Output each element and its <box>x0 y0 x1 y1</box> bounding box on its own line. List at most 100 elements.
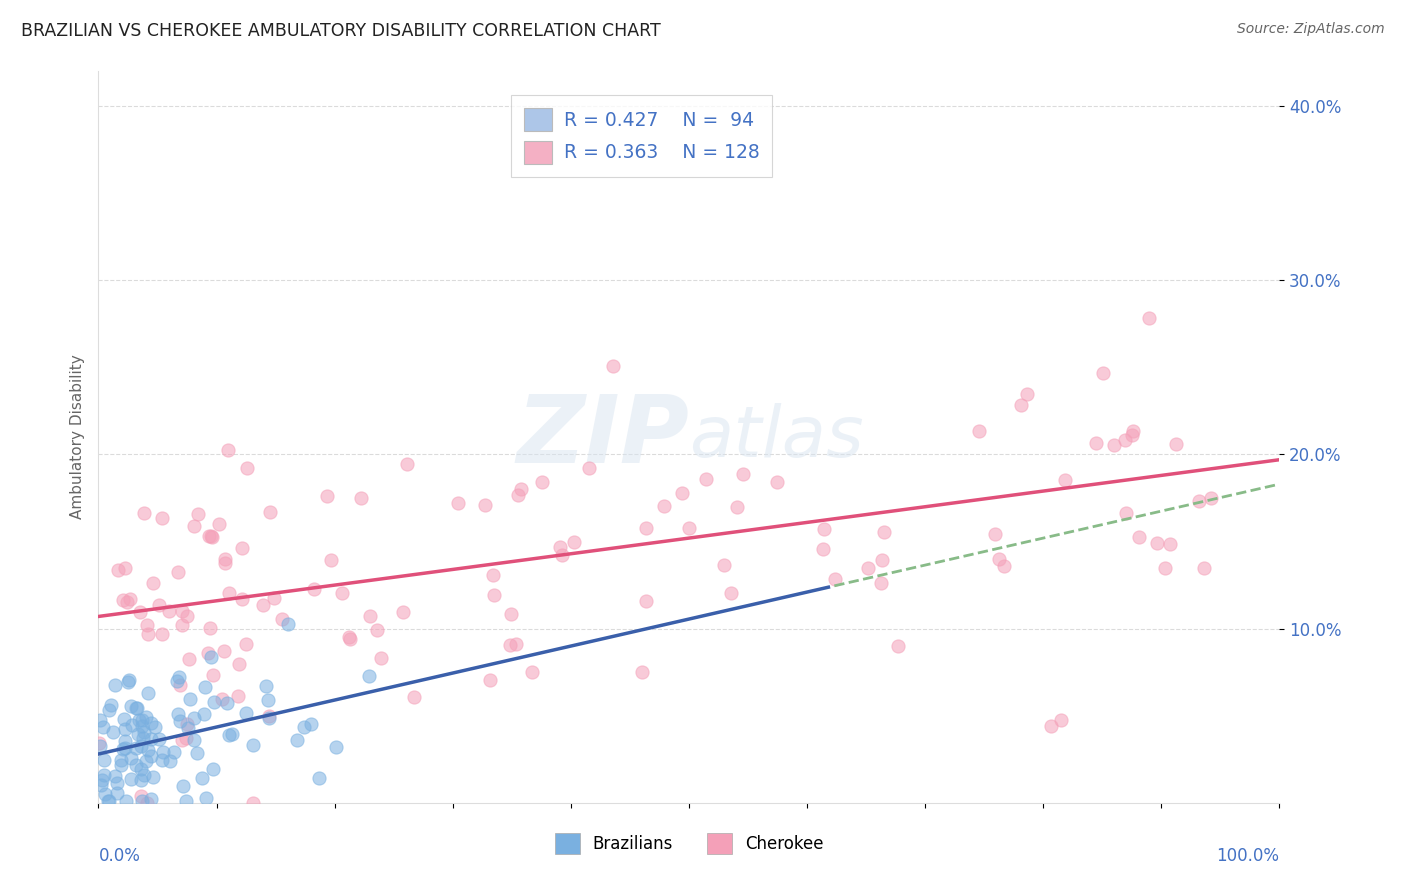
Point <box>1039 719 1062 733</box>
Point <box>118 673 141 687</box>
Point <box>135 754 157 768</box>
Point <box>254 679 277 693</box>
Point <box>548 541 571 555</box>
Point <box>359 608 381 623</box>
Point <box>1166 437 1188 451</box>
Point <box>509 483 531 497</box>
Point <box>562 534 585 549</box>
Point <box>134 725 156 739</box>
Point <box>179 692 201 706</box>
Point <box>395 457 418 471</box>
Point <box>110 758 132 772</box>
Point <box>200 528 222 542</box>
Text: Source: ZipAtlas.com: Source: ZipAtlas.com <box>1237 22 1385 37</box>
Point <box>105 776 128 790</box>
Point <box>93 753 115 767</box>
Point <box>163 745 186 759</box>
Point <box>170 732 193 747</box>
Point <box>813 522 835 536</box>
Point <box>1114 433 1136 447</box>
Point <box>474 498 496 512</box>
Point <box>1192 561 1215 575</box>
Point <box>120 750 142 764</box>
Point <box>187 507 209 521</box>
Point <box>132 506 155 520</box>
Point <box>97 794 120 808</box>
Point <box>308 772 330 786</box>
Point <box>177 722 200 736</box>
Point <box>136 627 159 641</box>
Point <box>869 575 891 590</box>
Point <box>120 772 142 786</box>
Point <box>873 525 896 540</box>
Point <box>271 612 294 626</box>
Point <box>402 690 425 705</box>
Point <box>482 568 505 582</box>
Point <box>508 488 530 502</box>
Point <box>259 709 281 723</box>
Point <box>150 753 173 767</box>
Point <box>97 794 120 808</box>
Point <box>150 627 173 641</box>
Point <box>602 359 624 373</box>
Point <box>114 561 136 575</box>
Point <box>125 741 148 756</box>
Point <box>350 491 373 506</box>
Point <box>157 604 180 618</box>
Point <box>858 561 880 575</box>
Point <box>337 630 360 644</box>
Point <box>218 728 240 742</box>
Point <box>231 591 253 606</box>
Point <box>214 557 236 571</box>
Point <box>89 736 111 750</box>
Text: ZIP: ZIP <box>516 391 689 483</box>
Point <box>634 594 657 608</box>
Point <box>824 572 846 586</box>
Point <box>1159 536 1181 550</box>
Point <box>186 747 208 761</box>
Point <box>1188 494 1211 508</box>
Point <box>259 505 281 519</box>
Point <box>252 598 274 612</box>
Point <box>132 731 155 745</box>
Point <box>129 605 152 619</box>
Point <box>208 517 231 532</box>
Point <box>987 551 1010 566</box>
Point <box>136 617 159 632</box>
Point <box>176 609 198 624</box>
Point <box>169 714 191 728</box>
Point <box>993 558 1015 573</box>
Point <box>183 519 205 533</box>
Point <box>499 607 522 621</box>
Point <box>1010 398 1032 412</box>
Point <box>720 586 742 600</box>
Point <box>129 762 152 776</box>
Point <box>91 773 114 788</box>
Point <box>285 732 308 747</box>
Point <box>129 772 152 787</box>
Point <box>886 639 908 653</box>
Point <box>530 475 553 489</box>
Point <box>111 593 134 607</box>
Point <box>479 673 502 687</box>
Point <box>242 739 264 753</box>
Point <box>89 714 111 728</box>
Point <box>142 770 165 784</box>
Point <box>172 779 194 793</box>
Point <box>94 787 117 801</box>
Point <box>139 731 162 746</box>
Point <box>319 552 342 566</box>
Point <box>713 558 735 572</box>
Point <box>112 712 135 726</box>
Point <box>1137 311 1160 326</box>
Point <box>578 461 600 475</box>
Point <box>678 521 700 535</box>
Point <box>652 499 675 513</box>
Point <box>132 768 155 782</box>
Point <box>120 591 142 606</box>
Point <box>292 720 315 734</box>
Point <box>104 677 127 691</box>
Point <box>111 742 134 756</box>
Point <box>226 690 249 704</box>
Point <box>370 650 392 665</box>
